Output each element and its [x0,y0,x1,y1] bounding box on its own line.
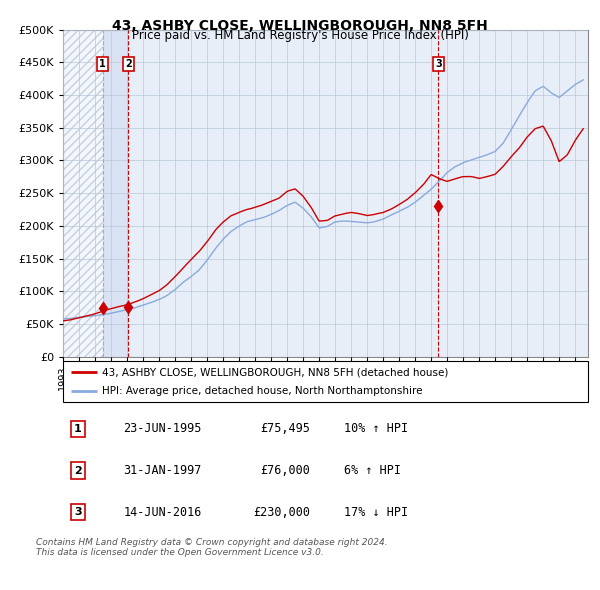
Text: 3: 3 [435,59,442,69]
Text: 2: 2 [125,59,132,69]
Text: 43, ASHBY CLOSE, WELLINGBOROUGH, NN8 5FH (detached house): 43, ASHBY CLOSE, WELLINGBOROUGH, NN8 5FH… [103,367,449,377]
Text: 6% ↑ HPI: 6% ↑ HPI [344,464,401,477]
Bar [63,30,103,357]
Bar [103,30,128,357]
Text: 14-JUN-2016: 14-JUN-2016 [124,506,202,519]
Text: 31-JAN-1997: 31-JAN-1997 [124,464,202,477]
Text: 10% ↑ HPI: 10% ↑ HPI [344,422,408,435]
Text: 3: 3 [74,507,82,517]
FancyBboxPatch shape [63,361,588,402]
Text: £75,495: £75,495 [260,422,310,435]
Text: Price paid vs. HM Land Registry's House Price Index (HPI): Price paid vs. HM Land Registry's House … [131,30,469,42]
Text: HPI: Average price, detached house, North Northamptonshire: HPI: Average price, detached house, Nort… [103,386,423,396]
Text: Contains HM Land Registry data © Crown copyright and database right 2024.
This d: Contains HM Land Registry data © Crown c… [36,538,388,558]
Text: 23-JUN-1995: 23-JUN-1995 [124,422,202,435]
Text: 1: 1 [99,59,106,69]
Bar [63,30,103,357]
Text: 43, ASHBY CLOSE, WELLINGBOROUGH, NN8 5FH: 43, ASHBY CLOSE, WELLINGBOROUGH, NN8 5FH [112,19,488,33]
Text: 17% ↓ HPI: 17% ↓ HPI [344,506,408,519]
Text: £230,000: £230,000 [253,506,310,519]
Text: 2: 2 [74,466,82,476]
Text: 1: 1 [74,424,82,434]
Text: £76,000: £76,000 [260,464,310,477]
